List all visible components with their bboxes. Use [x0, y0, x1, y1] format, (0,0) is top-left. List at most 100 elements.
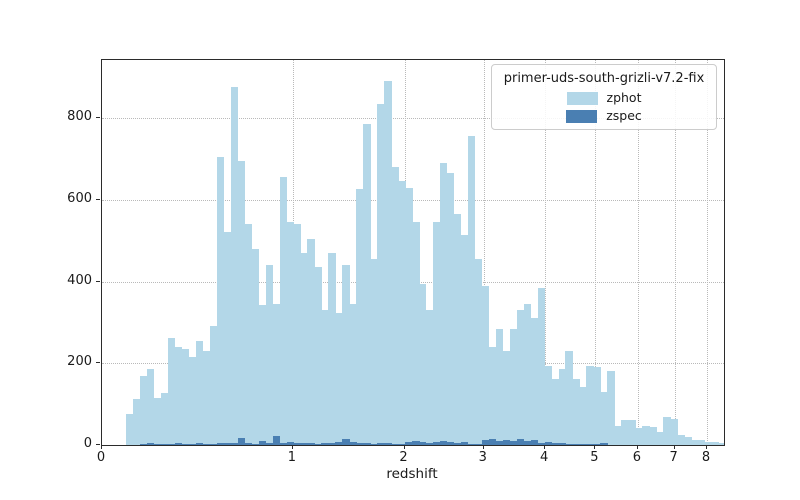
histogram-bar-zspec: [174, 442, 183, 445]
x-tick-4: [544, 445, 546, 449]
histogram-bar-zphot: [621, 420, 629, 445]
histogram-bar-zphot: [649, 426, 657, 445]
histogram-bar-zspec: [286, 441, 294, 445]
x-tick-5: [594, 445, 596, 449]
histogram-bar-zspec: [551, 443, 559, 445]
y-tick-200: [96, 362, 100, 364]
histogram-bar-zphot: [600, 391, 608, 445]
histogram-bar-zphot: [244, 224, 253, 445]
gridline-x-8: [707, 60, 709, 445]
histogram-bar-zphot: [202, 351, 211, 445]
histogram-bar-zspec: [488, 439, 497, 445]
histogram-bar-zphot: [565, 350, 573, 445]
histogram-bar-zphot: [391, 167, 399, 445]
histogram-bar-zphot: [335, 312, 343, 445]
histogram-bar-zphot: [432, 222, 441, 445]
histogram-bar-zphot: [698, 440, 706, 445]
histogram-bar-zspec: [188, 444, 197, 445]
gridline-y-800: [102, 118, 724, 120]
legend-entry-zphot: zphot: [496, 91, 712, 105]
histogram-bar-zphot: [160, 392, 169, 445]
histogram-bar-zphot: [167, 337, 176, 445]
histogram-bar-zphot: [509, 328, 518, 445]
histogram-bar-zspec: [237, 437, 246, 445]
histogram-bar-zspec: [600, 442, 608, 445]
gridline-x-5: [595, 60, 597, 445]
histogram-bar-zphot: [656, 431, 664, 445]
histogram-bar-zphot: [635, 428, 643, 445]
histogram-bar-zphot: [614, 425, 622, 445]
histogram-bar-zphot: [223, 232, 232, 445]
histogram-bar-zphot: [251, 248, 260, 445]
plot-area: primer-uds-south-grizli-v7.2-fix zphot z…: [101, 59, 725, 446]
legend-title: primer-uds-south-grizli-v7.2-fix: [503, 71, 705, 86]
x-tick-label-8: 8: [701, 450, 711, 465]
y-tick-label-0: 0: [83, 436, 92, 451]
histogram-bar-zspec: [307, 443, 315, 445]
gridline-x-7: [674, 60, 676, 445]
histogram-bar-zspec: [412, 441, 420, 445]
x-tick-6: [636, 445, 638, 449]
histogram-bar-zspec: [363, 443, 371, 445]
histogram-bar-zphot: [460, 234, 469, 445]
histogram-bar-zphot: [342, 264, 350, 445]
y-tick-800: [96, 117, 100, 119]
histogram-bar-zspec: [153, 444, 162, 445]
histogram-bar-zspec: [558, 442, 566, 445]
histogram-bar-zphot: [670, 418, 678, 445]
histogram-bar-zphot: [133, 399, 141, 445]
y-tick-label-200: 200: [67, 354, 92, 370]
histogram-bar-zphot: [181, 349, 190, 445]
histogram-bar-zphot: [307, 238, 315, 445]
histogram-bar-zphot: [530, 318, 539, 445]
histogram-bar-zspec: [391, 443, 399, 445]
histogram-bar-zphot: [537, 287, 546, 445]
histogram-bar-zphot: [711, 441, 720, 445]
histogram-bar-zphot: [279, 177, 287, 445]
histogram-bar-zphot: [230, 87, 239, 445]
histogram-bar-zphot: [153, 397, 162, 445]
histogram-bar-zphot: [405, 187, 413, 445]
histogram-bar-zspec: [481, 440, 490, 445]
histogram-bar-zspec: [425, 442, 434, 445]
histogram-bar-zspec: [244, 443, 253, 445]
histogram-bar-zspec: [167, 443, 176, 445]
histogram-bar-zphot: [419, 283, 427, 445]
histogram-bar-zspec: [328, 443, 336, 445]
histogram-bar-zphot: [607, 371, 615, 445]
histogram-bar-zphot: [481, 285, 490, 445]
histogram-bar-zphot: [370, 259, 378, 445]
histogram-bar-zphot: [586, 365, 594, 445]
histogram-bar-zspec: [474, 443, 483, 445]
histogram-bar-zphot: [384, 81, 392, 445]
histogram-bar-zspec: [370, 443, 378, 445]
y-tick-label-800: 800: [67, 109, 92, 125]
histogram-bar-zspec: [502, 440, 511, 445]
histogram-bar-zphot: [258, 304, 267, 445]
histogram-bar-zphot: [140, 375, 148, 445]
histogram-bar-zspec: [230, 443, 239, 445]
histogram-bar-zspec: [530, 440, 539, 445]
histogram-bar-zspec: [516, 439, 525, 445]
histogram-bar-zphot: [377, 103, 385, 445]
histogram-bar-zspec: [565, 443, 573, 445]
histogram-bar-zphot: [677, 435, 685, 445]
histogram-bar-zspec: [216, 442, 225, 445]
histogram-bar-zspec: [202, 444, 211, 445]
y-tick-0: [96, 444, 100, 445]
histogram-bar-zspec: [460, 441, 469, 445]
histogram-bar-zspec: [300, 443, 308, 445]
histogram-bar-zspec: [195, 443, 204, 445]
histogram-bar-zphot: [398, 181, 406, 445]
histogram-bar-zspec: [593, 444, 601, 445]
histogram-bar-zspec: [181, 443, 190, 445]
histogram-bar-zphot: [147, 368, 155, 445]
histogram-bar-zphot: [502, 351, 511, 445]
histogram-bar-zphot: [363, 124, 371, 445]
histogram-bar-zphot: [321, 310, 329, 445]
histogram-bar-zphot: [356, 189, 364, 445]
histogram-bar-zspec: [209, 443, 218, 445]
histogram-bar-zspec: [377, 442, 385, 445]
histogram-bar-zphot: [544, 365, 553, 445]
histogram-bar-zphot: [216, 156, 225, 445]
